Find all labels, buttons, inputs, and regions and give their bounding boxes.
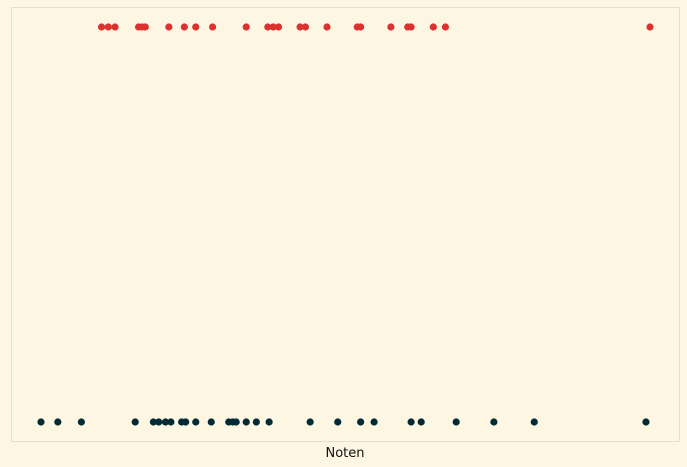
- data-point-series-1-1: [104, 23, 112, 31]
- data-point-series-0-10: [192, 418, 200, 426]
- data-point-series-1-21: [407, 23, 415, 31]
- data-point-series-1-7: [180, 23, 188, 31]
- data-point-series-1-16: [323, 23, 331, 31]
- plot-area: [11, 7, 680, 442]
- data-point-series-1-2: [111, 23, 119, 31]
- data-point-series-0-23: [417, 418, 425, 426]
- data-point-series-0-27: [642, 418, 650, 426]
- data-point-series-0-5: [155, 418, 163, 426]
- data-point-series-1-15: [301, 23, 310, 31]
- data-point-series-1-22: [429, 23, 437, 31]
- data-point-series-1-5: [141, 23, 149, 31]
- data-point-series-0-6: [161, 418, 170, 426]
- data-point-series-1-11: [264, 23, 272, 31]
- data-point-series-0-25: [490, 418, 498, 426]
- data-point-series-1-6: [165, 23, 173, 31]
- data-point-series-0-14: [232, 418, 240, 426]
- data-point-series-1-10: [242, 23, 250, 31]
- data-point-series-0-3: [131, 418, 139, 426]
- data-point-series-1-13: [274, 23, 283, 31]
- data-point-series-0-9: [182, 418, 190, 426]
- data-point-series-0-21: [370, 418, 378, 426]
- data-point-series-0-2: [77, 418, 85, 426]
- data-point-series-1-23: [441, 23, 450, 31]
- data-points-layer: [37, 23, 654, 426]
- data-point-series-0-19: [334, 418, 342, 426]
- data-point-series-0-1: [54, 418, 62, 426]
- data-point-series-0-15: [242, 418, 250, 426]
- data-point-series-1-19: [387, 23, 395, 31]
- x-axis-label: Noten: [325, 446, 364, 461]
- data-point-series-1-12: [269, 23, 277, 31]
- data-point-series-0-17: [265, 418, 273, 426]
- data-point-series-1-8: [192, 23, 200, 31]
- data-point-series-1-14: [296, 23, 304, 31]
- data-point-series-0-22: [407, 418, 415, 426]
- data-point-series-0-26: [530, 418, 538, 426]
- data-point-series-0-0: [37, 418, 45, 426]
- data-point-series-0-18: [306, 418, 314, 426]
- data-point-series-0-11: [207, 418, 215, 426]
- data-point-series-0-16: [252, 418, 260, 426]
- data-point-series-1-24: [646, 23, 654, 31]
- data-point-series-0-24: [452, 418, 460, 426]
- data-point-series-1-9: [209, 23, 217, 31]
- data-point-series-0-4: [149, 418, 157, 426]
- data-point-series-0-7: [167, 418, 175, 426]
- data-point-series-1-0: [97, 23, 106, 31]
- data-point-series-0-20: [357, 418, 365, 426]
- data-point-series-1-18: [357, 23, 365, 31]
